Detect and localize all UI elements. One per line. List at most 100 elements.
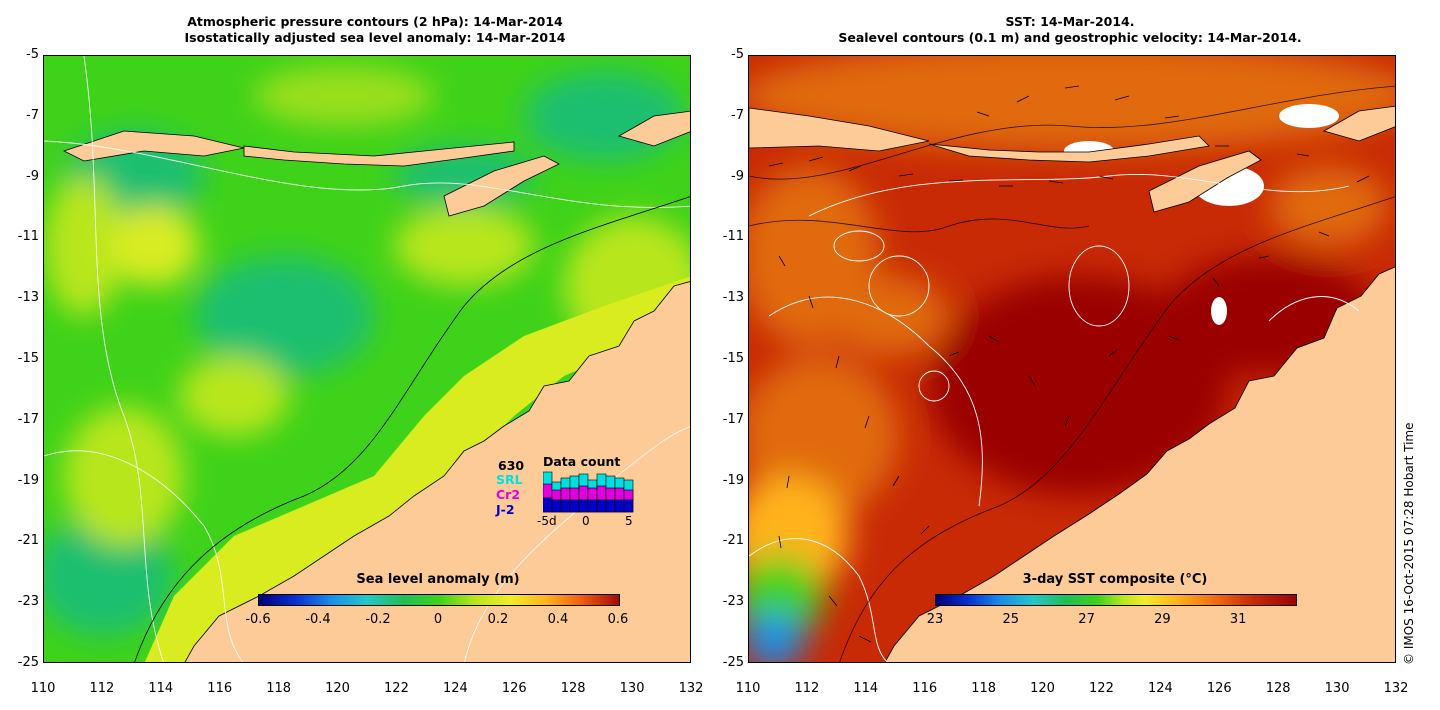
australia-landmass-sst <box>884 266 1395 662</box>
colorbar-tick-label: -0.4 <box>305 612 331 627</box>
longitude-tick-label: 118 <box>266 681 292 696</box>
australia-landmass <box>184 281 690 662</box>
sla-anomaly-field <box>44 66 690 636</box>
longitude-tick-label: 114 <box>148 681 174 696</box>
latitude-tick-label: -9 <box>26 168 39 184</box>
sla-map-graphic <box>44 56 690 662</box>
colorbar-tick-label: 29 <box>1154 612 1171 627</box>
colorbar-tick-label: 0 <box>433 612 443 627</box>
sst-map[interactable] <box>748 55 1396 663</box>
latitude-tick-label: -9 <box>731 168 744 184</box>
northern-island-sst <box>1322 105 1395 142</box>
timor-island-sst <box>1148 150 1262 213</box>
longitude-tick-label: 118 <box>971 681 997 696</box>
land-areas <box>62 110 690 662</box>
longitude-tick-label: 110 <box>30 681 56 696</box>
land-areas-sst <box>749 105 1395 662</box>
sst-temperature-field <box>749 56 1395 662</box>
longitude-tick-label: 110 <box>735 681 761 696</box>
latitude-tick-label: -25 <box>722 655 744 670</box>
longitude-tick-label: 124 <box>442 681 468 696</box>
longitude-tick-label: 126 <box>1206 681 1232 696</box>
northern-island <box>617 110 690 147</box>
longitude-tick-label: 120 <box>325 681 350 696</box>
latitude-tick-label: -21 <box>17 533 39 549</box>
sla-colorbar-title: Sea level anomaly (m) <box>356 572 520 587</box>
java-bali-island-sst <box>749 107 930 152</box>
data-count-total: 630 <box>498 458 525 473</box>
sst-colorbar <box>935 594 1297 606</box>
latitude-tick-label: -13 <box>17 290 39 306</box>
data-count-histogram <box>543 471 634 513</box>
colorbar-tick-label: 0.6 <box>607 612 629 627</box>
sea-level-contours <box>749 173 1360 662</box>
data-count-label-j2: J-2 <box>496 502 515 517</box>
left-title-line1: Atmospheric pressure contours (2 hPa): 1… <box>187 14 563 29</box>
longitude-tick-label: 122 <box>1089 681 1114 696</box>
left-map-title: Atmospheric pressure contours (2 hPa): 1… <box>150 14 600 46</box>
latitude-tick-label: -7 <box>731 107 744 123</box>
shelf-edge-contour <box>134 196 690 662</box>
latitude-tick-label: -17 <box>722 411 744 427</box>
latitude-tick-label: -25 <box>17 655 39 670</box>
latitude-tick-label: -11 <box>17 229 39 245</box>
timor-island <box>443 155 560 217</box>
latitude-tick-label: -13 <box>722 290 744 306</box>
sla-shelf-band <box>144 276 690 662</box>
geostrophic-velocity-arrows <box>768 85 1370 643</box>
sst-map-graphic <box>749 56 1395 662</box>
longitude-tick-label: 112 <box>794 681 820 696</box>
longitude-tick-label: 116 <box>207 681 233 696</box>
longitude-tick-label: 126 <box>501 681 527 696</box>
java-bali-island <box>62 130 245 162</box>
colorbar-tick-label: 0.4 <box>547 612 569 627</box>
right-title-line2: Sealevel contours (0.1 m) and geostrophi… <box>838 30 1302 45</box>
colorbar-tick-label: 23 <box>926 612 944 627</box>
latitude-tick-label: -19 <box>722 472 744 488</box>
colorbar-tick-label: -0.6 <box>245 612 271 627</box>
copyright-text: © IMOS 16-Oct-2015 07:28 Hobart Time <box>1402 422 1416 665</box>
latitude-tick-label: -21 <box>722 533 744 549</box>
longitude-tick-label: 114 <box>853 681 879 696</box>
longitude-tick-label: 128 <box>1265 681 1291 696</box>
data-count-label-cr2: Cr2 <box>496 487 521 502</box>
latitude-tick-label: -11 <box>722 229 744 245</box>
longitude-tick-label: 122 <box>384 681 409 696</box>
latitude-tick-label: -5 <box>26 47 39 62</box>
sea-level-contours-dark <box>749 85 1395 662</box>
right-title-line1: SST: 14-Mar-2014. <box>1005 14 1135 29</box>
colorbar-tick-label: 25 <box>1002 612 1020 627</box>
longitude-tick-label: 130 <box>1324 681 1350 696</box>
data-count-tick-label: 0 <box>582 514 590 528</box>
lesser-sunda-islands <box>243 141 515 167</box>
lesser-sunda-islands-sst <box>928 135 1210 163</box>
latitude-tick-label: -15 <box>17 351 39 366</box>
colorbar-tick-label: 0.2 <box>487 612 509 627</box>
longitude-tick-label: 128 <box>560 681 586 696</box>
data-count-title: Data count <box>543 454 621 469</box>
longitude-tick-label: 116 <box>912 681 938 696</box>
latitude-tick-label: -17 <box>17 411 39 427</box>
latitude-tick-label: -7 <box>26 107 39 123</box>
latitude-tick-label: -23 <box>722 594 744 610</box>
latitude-tick-label: -15 <box>722 351 744 366</box>
colorbar-tick-label: 27 <box>1078 612 1095 627</box>
longitude-tick-label: 130 <box>619 681 645 696</box>
longitude-tick-label: 112 <box>89 681 115 696</box>
longitude-tick-label: 120 <box>1030 681 1055 696</box>
right-map-title: SST: 14-Mar-2014. Sealevel contours (0.1… <box>780 14 1360 46</box>
data-count-label-srl: SRL <box>496 472 523 487</box>
data-count-tick-label: -5d <box>537 514 557 528</box>
left-title-line2: Isostatically adjusted sea level anomaly… <box>184 30 566 45</box>
data-count-tick-label: 5 <box>625 514 633 528</box>
longitude-tick-label: 132 <box>678 681 704 696</box>
longitude-tick-label: 132 <box>1383 681 1409 696</box>
sea-level-anomaly-map[interactable] <box>43 55 691 663</box>
sla-colorbar <box>258 594 620 606</box>
latitude-tick-label: -23 <box>17 594 39 610</box>
latitude-tick-label: -5 <box>731 47 744 62</box>
longitude-tick-label: 124 <box>1147 681 1173 696</box>
sst-colorbar-title: 3-day SST composite (°C) <box>1022 572 1208 587</box>
latitude-tick-label: -19 <box>17 472 39 488</box>
colorbar-tick-label: 31 <box>1229 612 1247 627</box>
